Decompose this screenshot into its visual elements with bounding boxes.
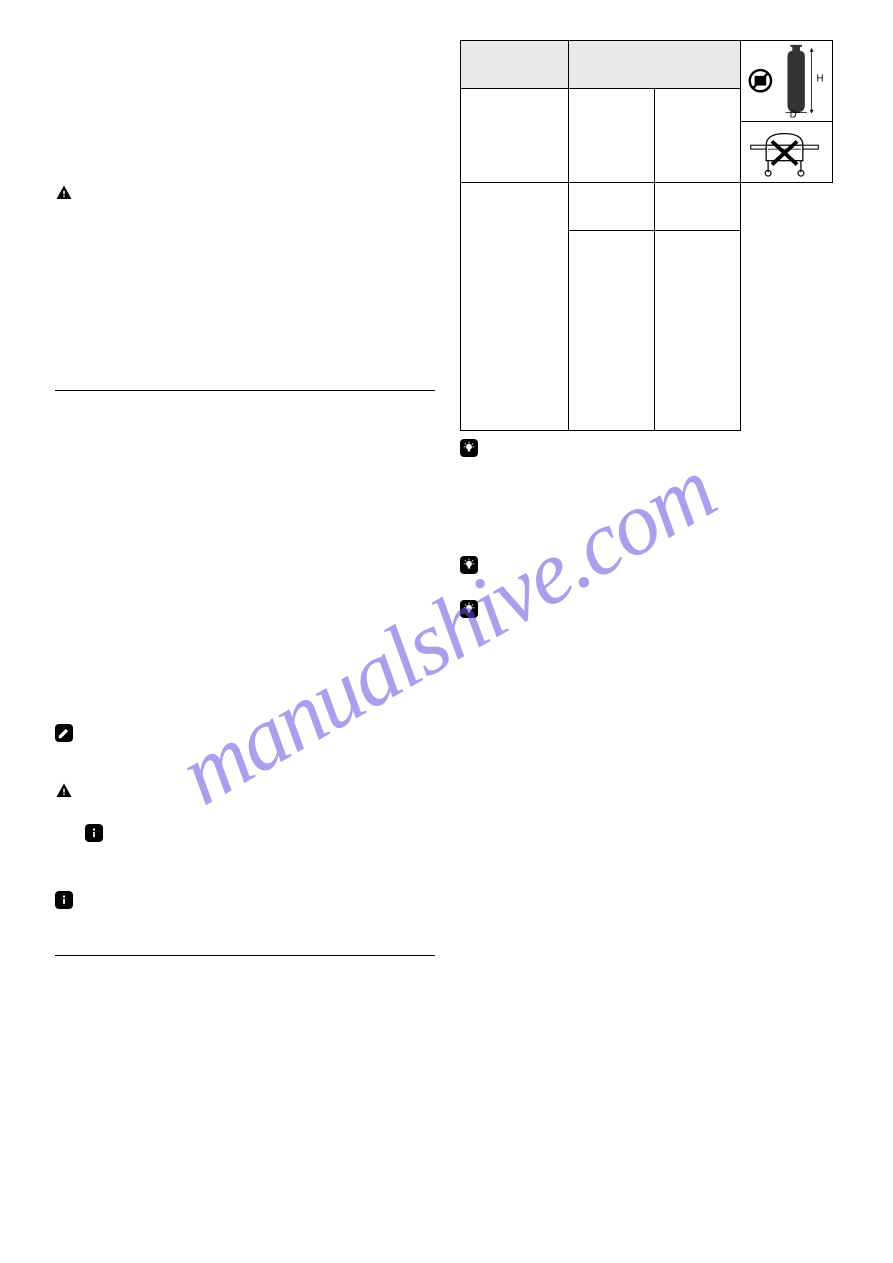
gas-cylinder-with-prohibited-icon: H D bbox=[741, 40, 833, 121]
spec-table-wrap: H D bbox=[460, 40, 853, 431]
dimension-label-d: D bbox=[790, 110, 797, 119]
grill-with-cross-icon bbox=[741, 121, 833, 183]
table-cell bbox=[655, 183, 741, 231]
spec-table bbox=[460, 40, 741, 431]
table-row bbox=[461, 89, 741, 183]
table-cell bbox=[461, 183, 569, 431]
column-left bbox=[55, 40, 435, 431]
table-header-row bbox=[461, 41, 741, 89]
column-right: H D bbox=[460, 40, 853, 431]
table-cell bbox=[569, 183, 655, 231]
table-row bbox=[461, 183, 741, 231]
table-cell bbox=[461, 89, 569, 183]
page-content: H D bbox=[0, 0, 893, 431]
section-rule bbox=[55, 955, 435, 956]
table-cell bbox=[569, 231, 655, 431]
lightbulb-tip-icon bbox=[460, 600, 478, 618]
table-cell bbox=[569, 89, 655, 183]
table-cell bbox=[655, 89, 741, 183]
table-header-cell bbox=[461, 41, 569, 89]
warning-triangle-icon bbox=[55, 782, 73, 800]
section-rule bbox=[55, 390, 435, 391]
dimension-label-h: H bbox=[816, 74, 823, 85]
info-icon bbox=[55, 891, 73, 909]
lightbulb-tip-icon bbox=[460, 439, 478, 457]
lightbulb-tip-icon bbox=[460, 556, 478, 574]
warning-triangle-icon bbox=[55, 184, 73, 202]
table-side-icons: H D bbox=[741, 40, 833, 431]
watermark: manualshive.com bbox=[162, 438, 731, 826]
edit-pencil-icon bbox=[55, 724, 73, 742]
info-icon bbox=[85, 824, 103, 842]
table-header-cell bbox=[569, 41, 741, 89]
table-cell bbox=[655, 231, 741, 431]
